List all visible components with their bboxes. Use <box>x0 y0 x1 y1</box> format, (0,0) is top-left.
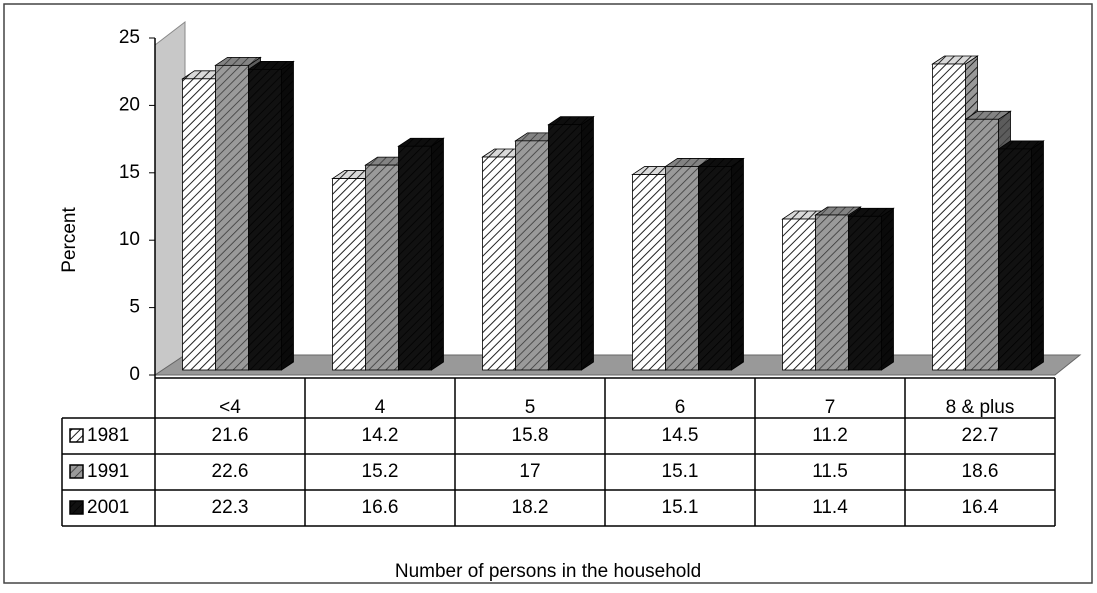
table-cell: 17 <box>519 461 540 482</box>
table-cell: 15.1 <box>662 497 699 518</box>
bar <box>365 164 399 371</box>
bar <box>932 63 966 371</box>
back-wall <box>154 20 186 376</box>
bar <box>332 178 366 371</box>
legend-label: 2001 <box>87 497 129 518</box>
table-cell: 11.2 <box>812 425 848 446</box>
table-cell: 14.5 <box>662 425 699 446</box>
x-tick-label: 7 <box>825 397 836 418</box>
y-tick-label: 5 <box>129 297 140 318</box>
table-cell: 22.7 <box>962 425 999 446</box>
table-cell: 14.2 <box>362 425 399 446</box>
bar <box>398 145 432 371</box>
bar-side <box>281 60 294 371</box>
bar-side <box>731 157 744 371</box>
table-cell: 15.8 <box>512 425 549 446</box>
legend-swatch <box>69 428 84 443</box>
table-cell: 11.4 <box>812 497 848 518</box>
y-axis-title: Percent <box>59 207 80 273</box>
y-tick-label: 10 <box>119 229 140 250</box>
table-cell: 21.6 <box>212 425 249 446</box>
table-cell: 22.6 <box>212 461 249 482</box>
bar <box>698 166 732 371</box>
bar-side <box>1031 140 1044 371</box>
y-tick-label: 0 <box>129 364 140 385</box>
bar <box>548 124 582 371</box>
x-tick-label: 6 <box>675 397 686 418</box>
y-tick-label: 25 <box>119 27 140 48</box>
y-tick-label: 20 <box>119 94 140 115</box>
table-cell: 18.2 <box>512 497 549 518</box>
bar-side <box>881 207 894 371</box>
bar <box>782 218 816 371</box>
bar-side <box>431 137 444 371</box>
bar <box>482 156 516 371</box>
legend-label: 1981 <box>87 425 129 446</box>
table-cell: 22.3 <box>212 497 249 518</box>
bar-side <box>581 115 594 371</box>
table-cell: 15.2 <box>362 461 399 482</box>
bar <box>248 68 282 371</box>
table-cell: 16.6 <box>362 497 399 518</box>
x-tick-label: 4 <box>375 397 386 418</box>
bar <box>665 166 699 371</box>
legend-label: 1991 <box>87 461 129 482</box>
x-tick-label: <4 <box>219 397 241 418</box>
bar <box>182 78 216 371</box>
table-cell: 16.4 <box>962 497 999 518</box>
x-tick-label: 8 & plus <box>946 397 1015 418</box>
bar <box>998 148 1032 371</box>
legend-swatch <box>69 500 84 515</box>
table-cell: 18.6 <box>962 461 999 482</box>
bar <box>215 64 249 371</box>
bar <box>848 215 882 371</box>
table-cell: 15.1 <box>662 461 699 482</box>
legend-swatch <box>69 464 84 479</box>
bar <box>632 174 666 371</box>
table-cell: 11.5 <box>812 461 848 482</box>
bar <box>515 140 549 371</box>
x-axis-title: Number of persons in the household <box>395 561 701 582</box>
y-tick-label: 15 <box>119 162 140 183</box>
bar <box>965 118 999 371</box>
bar <box>815 214 849 371</box>
x-tick-label: 5 <box>525 397 536 418</box>
